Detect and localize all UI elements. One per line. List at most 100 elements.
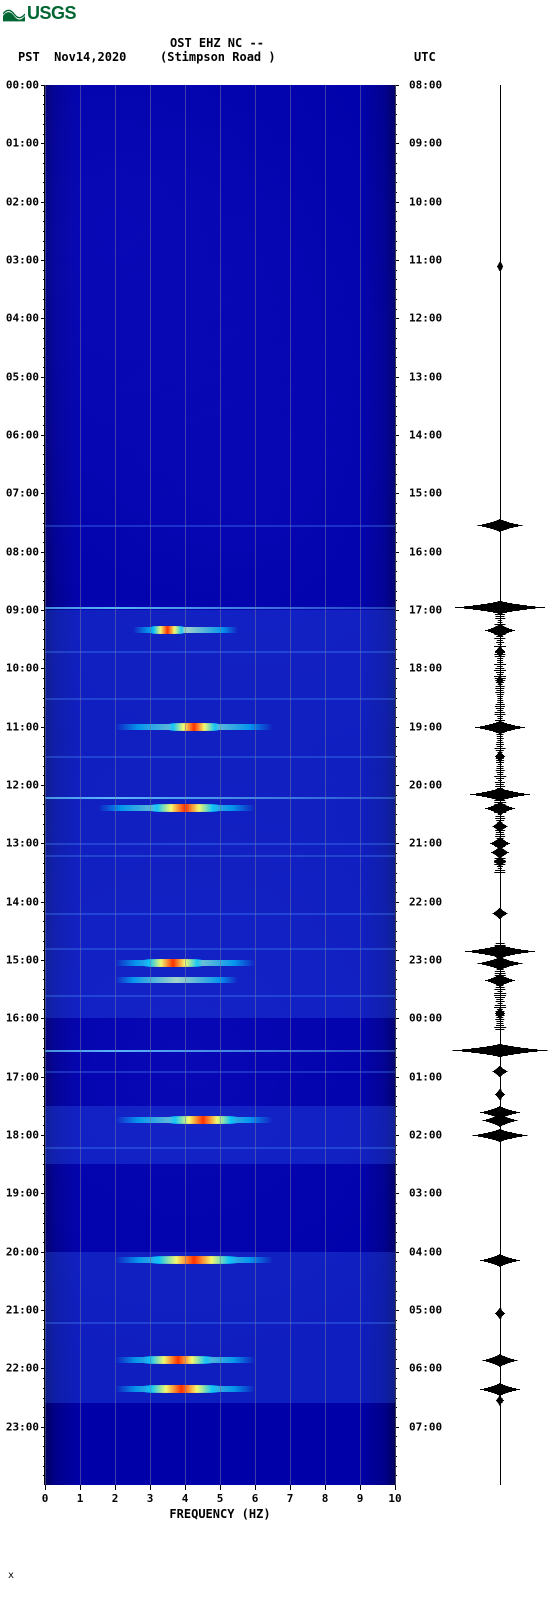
waveform-burst bbox=[499, 866, 501, 867]
left-tick-label: 13:00 bbox=[6, 837, 39, 850]
freq-tick-label: 3 bbox=[147, 1492, 154, 1505]
frequency-title: FREQUENCY (HZ) bbox=[169, 1507, 270, 1521]
right-tick-label: 04:00 bbox=[409, 1245, 442, 1258]
usgs-logo-text: USGS bbox=[27, 3, 76, 24]
seismic-event bbox=[168, 1116, 238, 1124]
waveform-burst bbox=[499, 531, 501, 532]
freq-gridline bbox=[360, 85, 361, 1485]
right-tick-label: 02:00 bbox=[409, 1129, 442, 1142]
freq-gridline bbox=[395, 85, 396, 1485]
pst-text: PST bbox=[18, 50, 40, 64]
freq-gridline bbox=[255, 85, 256, 1485]
freq-tick-label: 1 bbox=[77, 1492, 84, 1505]
right-tick-label: 16:00 bbox=[409, 545, 442, 558]
freq-gridline bbox=[325, 85, 326, 1485]
freq-gridline bbox=[115, 85, 116, 1485]
pst-label: PST Nov14,2020 bbox=[18, 50, 126, 64]
seismic-event bbox=[143, 1385, 220, 1393]
freq-tick-label: 9 bbox=[357, 1492, 364, 1505]
waveform-burst bbox=[499, 270, 501, 271]
waveform-burst bbox=[499, 1099, 501, 1100]
waveform-axis-line bbox=[500, 85, 501, 1485]
waveform-trace bbox=[450, 85, 550, 1485]
usgs-logo: USGS bbox=[3, 3, 76, 24]
waveform-burst bbox=[497, 1056, 502, 1057]
left-tick-label: 07:00 bbox=[6, 487, 39, 500]
right-tick-label: 06:00 bbox=[409, 1362, 442, 1375]
right-tick-label: 15:00 bbox=[409, 487, 442, 500]
left-tick-label: 02:00 bbox=[6, 195, 39, 208]
left-tick-label: 09:00 bbox=[6, 604, 39, 617]
footer-mark: x bbox=[8, 1570, 14, 1581]
left-tick-label: 04:00 bbox=[6, 312, 39, 325]
left-tick-label: 05:00 bbox=[6, 370, 39, 383]
right-tick-label: 23:00 bbox=[409, 954, 442, 967]
freq-tick-label: 7 bbox=[287, 1492, 294, 1505]
left-tick-label: 16:00 bbox=[6, 1012, 39, 1025]
waveform-burst bbox=[499, 656, 501, 657]
left-tick-label: 10:00 bbox=[6, 662, 39, 675]
freq-tick-label: 0 bbox=[42, 1492, 49, 1505]
left-tick-label: 11:00 bbox=[6, 720, 39, 733]
left-tick-label: 21:00 bbox=[6, 1304, 39, 1317]
seismic-event bbox=[143, 1356, 213, 1364]
waveform-burst bbox=[498, 800, 501, 801]
waveform-burst bbox=[499, 831, 501, 832]
left-tick-label: 00:00 bbox=[6, 79, 39, 92]
left-time-axis: 00:0001:0002:0003:0004:0005:0006:0007:00… bbox=[0, 85, 45, 1485]
seismic-event bbox=[150, 1256, 238, 1264]
seismic-event bbox=[143, 959, 203, 967]
right-tick-label: 09:00 bbox=[409, 137, 442, 150]
waveform-burst bbox=[499, 1318, 501, 1319]
freq-gridline bbox=[220, 85, 221, 1485]
right-time-axis: 08:0009:0010:0011:0012:0013:0014:0015:00… bbox=[395, 85, 450, 1485]
right-tick-label: 19:00 bbox=[409, 720, 442, 733]
right-tick-label: 14:00 bbox=[409, 429, 442, 442]
left-tick-label: 23:00 bbox=[6, 1420, 39, 1433]
right-tick-label: 13:00 bbox=[409, 370, 442, 383]
right-tick-label: 12:00 bbox=[409, 312, 442, 325]
freq-tick-label: 5 bbox=[217, 1492, 224, 1505]
right-tick-label: 00:00 bbox=[409, 1012, 442, 1025]
left-tick-label: 18:00 bbox=[6, 1129, 39, 1142]
left-tick-label: 19:00 bbox=[6, 1187, 39, 1200]
left-tick-label: 15:00 bbox=[6, 954, 39, 967]
freq-tick-label: 8 bbox=[322, 1492, 329, 1505]
right-tick-label: 05:00 bbox=[409, 1304, 442, 1317]
freq-gridline bbox=[290, 85, 291, 1485]
right-tick-label: 11:00 bbox=[409, 254, 442, 267]
freq-tick-label: 6 bbox=[252, 1492, 259, 1505]
freq-tick-label: 2 bbox=[112, 1492, 119, 1505]
right-tick-label: 10:00 bbox=[409, 195, 442, 208]
waveform-burst bbox=[498, 613, 503, 614]
right-tick-label: 22:00 bbox=[409, 895, 442, 908]
waveform-burst bbox=[499, 1076, 501, 1077]
frequency-axis: FREQUENCY (HZ) 012345678910 bbox=[45, 1485, 395, 1525]
waveform-burst bbox=[499, 1141, 502, 1142]
left-tick-label: 01:00 bbox=[6, 137, 39, 150]
waveform-burst bbox=[499, 986, 501, 987]
seismic-event bbox=[150, 626, 185, 634]
spectrogram-plot bbox=[45, 85, 395, 1485]
station-code: OST EHZ NC -- bbox=[170, 36, 264, 50]
left-tick-label: 14:00 bbox=[6, 895, 39, 908]
waveform-burst bbox=[499, 918, 501, 919]
right-tick-label: 03:00 bbox=[409, 1187, 442, 1200]
freq-gridline bbox=[80, 85, 81, 1485]
right-tick-label: 17:00 bbox=[409, 604, 442, 617]
waveform-burst bbox=[499, 733, 502, 734]
left-tick-label: 12:00 bbox=[6, 779, 39, 792]
freq-tick-label: 10 bbox=[388, 1492, 401, 1505]
location-label: (Stimpson Road ) bbox=[160, 50, 276, 64]
right-tick-label: 18:00 bbox=[409, 662, 442, 675]
waveform-burst bbox=[499, 814, 501, 815]
right-tick-label: 21:00 bbox=[409, 837, 442, 850]
seismic-event bbox=[168, 723, 221, 731]
left-tick-label: 08:00 bbox=[6, 545, 39, 558]
left-tick-label: 03:00 bbox=[6, 254, 39, 267]
waveform-burst bbox=[499, 685, 500, 686]
freq-tick-label: 4 bbox=[182, 1492, 189, 1505]
waveform-burst bbox=[499, 761, 501, 762]
right-tick-label: 20:00 bbox=[409, 779, 442, 792]
right-tick-label: 07:00 bbox=[409, 1420, 442, 1433]
